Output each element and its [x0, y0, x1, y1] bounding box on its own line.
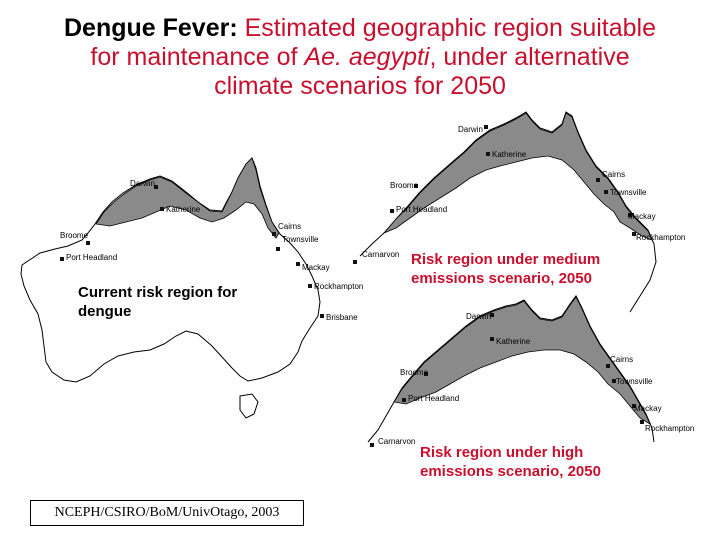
caption-high-scenario: Risk region under high emissions scenari…	[420, 444, 601, 480]
city-label-carnarvon: Carnarvon	[378, 437, 415, 446]
city-label-darwin: Darwin	[458, 125, 483, 134]
city-marker	[308, 284, 312, 288]
city-marker	[370, 443, 374, 447]
city-label-mackay: Mackay	[628, 212, 656, 221]
caption-medium-scenario: Risk region under medium emissions scena…	[411, 251, 601, 287]
city-label-darwin: Darwin	[130, 179, 155, 188]
city-label-cairns: Cairns	[278, 222, 301, 231]
city-marker	[86, 241, 90, 245]
city-label-broome: Broome	[390, 181, 419, 190]
city-marker	[612, 379, 616, 383]
map-current-cities: Darwin Katherine Broome Port Headland Ca…	[60, 179, 363, 322]
city-label-port-headland: Port Headland	[396, 205, 447, 214]
title-line2-pre: for maintenance of	[90, 43, 305, 71]
city-label-cairns: Cairns	[610, 355, 633, 364]
city-label-mackay: Mackay	[634, 404, 662, 413]
city-marker	[296, 262, 300, 266]
city-marker	[424, 372, 428, 376]
map-medium	[359, 111, 657, 313]
title-line-1: Dengue Fever: Estimated geographic regio…	[0, 14, 720, 43]
title-line-3: climate scenarios for 2050	[214, 72, 506, 100]
city-label-rockhampton: Rockhampton	[636, 233, 685, 242]
city-marker	[606, 364, 610, 368]
city-label-cairns: Cairns	[602, 170, 625, 179]
city-label-port-headland: Port Headland	[408, 394, 459, 403]
city-label-katherine: Katherine	[492, 150, 527, 159]
city-marker	[632, 404, 636, 408]
title-line2-post: , under alternative	[429, 43, 630, 71]
map-current	[20, 157, 321, 419]
city-label-katherine: Katherine	[166, 205, 201, 214]
city-marker	[414, 184, 418, 188]
city-marker	[272, 232, 276, 236]
slide-title: Dengue Fever: Estimated geographic regio…	[0, 14, 720, 101]
city-marker	[632, 232, 636, 236]
city-marker	[390, 209, 394, 213]
city-marker	[154, 185, 158, 189]
map-current-outline	[20, 157, 321, 383]
city-marker	[484, 125, 488, 129]
source-credit: NCEPH/CSIRO/BoM/UnivOtago, 2003	[30, 500, 304, 526]
city-label-townsville: Townsville	[282, 235, 319, 244]
city-label-mackay: Mackay	[302, 263, 330, 272]
caption-current-risk: Current risk region for dengue	[78, 284, 238, 320]
title-line1-rest: Estimated geographic region suitable	[237, 14, 656, 42]
city-marker	[160, 207, 164, 211]
city-marker	[486, 152, 490, 156]
city-label-townsville: Townsville	[616, 377, 653, 386]
city-marker	[320, 314, 324, 318]
title-species: Ae. aegypti	[304, 43, 430, 71]
city-marker	[640, 420, 644, 424]
city-label-rockhampton: Rockhampton	[645, 424, 694, 433]
map-medium-cities: Darwin Katherine Broome Port Headland Ca…	[353, 125, 685, 264]
city-label-katherine: Katherine	[496, 337, 531, 346]
city-marker	[402, 398, 406, 402]
map-high	[367, 295, 655, 443]
map-high-risk-region	[393, 296, 651, 425]
city-marker	[276, 247, 280, 251]
city-marker	[490, 313, 494, 317]
city-label-brisbane: Brisbane	[326, 313, 358, 322]
city-marker	[628, 213, 632, 217]
city-label-darwin: Darwin	[466, 312, 491, 321]
map-high-cities: Darwin Katherine Broome Port Headland Ca…	[370, 312, 694, 447]
title-lead: Dengue Fever:	[64, 14, 238, 42]
city-label-broome: Broome	[400, 368, 429, 377]
map-current-risk-region	[95, 157, 280, 239]
city-marker	[60, 257, 64, 261]
city-marker	[353, 260, 357, 264]
city-marker	[596, 178, 600, 182]
city-label-carnarvon: Carnarvon	[362, 250, 399, 259]
city-label-townsville: Townsville	[610, 188, 647, 197]
city-marker	[490, 337, 494, 341]
city-label-port-headland: Port Headland	[66, 253, 117, 262]
city-label-rockhampton: Rockhampton	[314, 282, 363, 291]
city-label-broome: Broome	[60, 231, 89, 240]
title-line-2: for maintenance of Ae. aegypti, under al…	[0, 43, 720, 72]
city-marker	[604, 190, 608, 194]
map-current-tasmania	[239, 393, 259, 419]
